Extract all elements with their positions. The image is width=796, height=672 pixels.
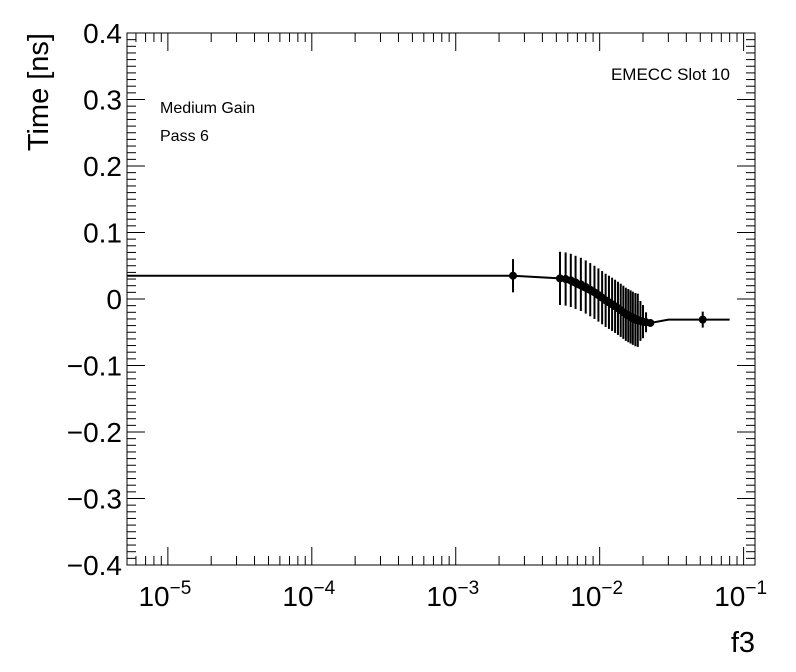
annotation-slot: EMECC Slot 10 [611, 65, 730, 84]
x-tick-label: 10−3 [426, 578, 479, 612]
y-tick-label: −0.4 [67, 550, 122, 581]
data-point [698, 315, 707, 324]
x-tick-label: 10−5 [138, 578, 191, 612]
y-tick-label: −0.2 [67, 417, 122, 448]
y-tick-label: 0.2 [83, 151, 122, 182]
x-tick-label: 10−1 [714, 578, 767, 612]
x-tick-labels: 10−5 10−4 10−3 10−2 10−1 [138, 578, 767, 612]
fit-line [127, 274, 730, 324]
y-axis-label: Time [ns] [23, 33, 55, 151]
y-tick-label: 0 [106, 284, 122, 315]
x-tick-label: 10−2 [570, 578, 623, 612]
y-tick-label: 0.3 [83, 85, 122, 116]
plot-content [127, 251, 730, 347]
axis-ticks [127, 32, 755, 566]
y-tick-labels: −0.4 −0.3 −0.2 −0.1 0 0.1 0.2 0.3 0.4 [67, 18, 122, 581]
y-tick-label: 0.4 [83, 18, 122, 49]
y-tick-label: 0.1 [83, 218, 122, 249]
y-tick-label: −0.3 [67, 484, 122, 515]
x-axis-label: f3 [731, 627, 755, 659]
x-tick-label: 10−4 [282, 578, 335, 612]
y-tick-label: −0.1 [67, 351, 122, 382]
data-point [509, 271, 518, 280]
data-point [646, 318, 655, 327]
annotation-pass: Pass 6 [160, 128, 209, 145]
annotation-gain: Medium Gain [160, 100, 255, 117]
